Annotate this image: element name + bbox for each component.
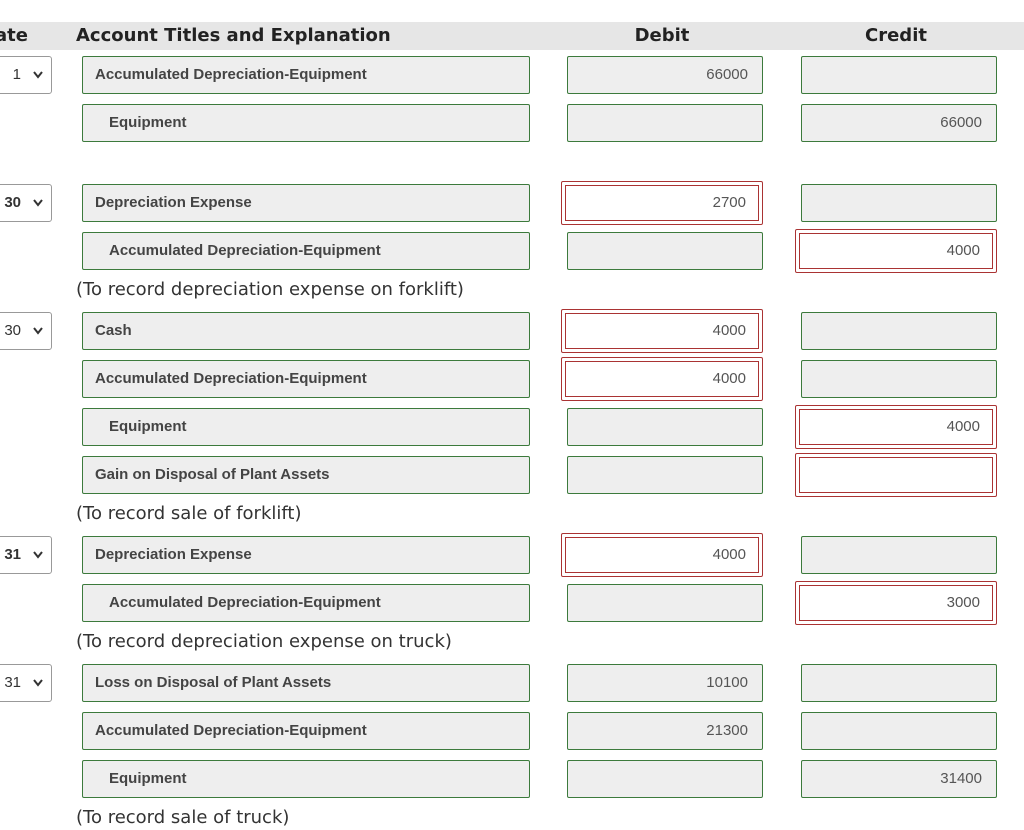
account-input[interactable]: Cash <box>82 312 530 350</box>
account-input[interactable]: Depreciation Expense <box>82 184 530 222</box>
account-input[interactable]: Accumulated Depreciation-Equipment <box>82 232 530 270</box>
chevron <box>33 679 43 687</box>
account-input[interactable]: Accumulated Depreciation-Equipment <box>82 584 530 622</box>
explanation: (To record depreciation expense on forkl… <box>76 279 464 300</box>
account-input[interactable]: Equipment <box>82 760 530 798</box>
debit-input[interactable]: 4000 <box>561 357 763 401</box>
credit-input[interactable]: 66000 <box>801 104 997 142</box>
date-select[interactable]: 1 <box>0 56 52 94</box>
debit-input[interactable] <box>567 584 763 622</box>
explanation: (To record depreciation expense on truck… <box>76 631 452 652</box>
credit-input[interactable]: 4000 <box>795 405 997 449</box>
credit-input[interactable]: 3000 <box>795 581 997 625</box>
credit-input[interactable] <box>795 453 997 497</box>
date-header: Date <box>0 25 28 46</box>
explanation: (To record sale of forklift) <box>76 503 302 524</box>
date-value: 30 <box>4 194 21 211</box>
credit-header: Credit <box>865 25 927 46</box>
date-value: 31 <box>4 546 21 563</box>
page: Date Account Titles and Explanation Debi… <box>0 22 1024 828</box>
debit-input[interactable]: 4000 <box>561 533 763 577</box>
account-input[interactable]: Depreciation Expense <box>82 536 530 574</box>
debit-input[interactable] <box>567 408 763 446</box>
debit-input[interactable] <box>567 104 763 142</box>
credit-input[interactable] <box>801 664 997 702</box>
account-input[interactable]: Accumulated Depreciation-Equipment <box>82 56 530 94</box>
credit-input[interactable] <box>801 360 997 398</box>
debit-input[interactable]: 66000 <box>567 56 763 94</box>
header-bar <box>0 22 1024 50</box>
debit-input[interactable]: 21300 <box>567 712 763 750</box>
account-input[interactable]: Accumulated Depreciation-Equipment <box>82 712 530 750</box>
date-select[interactable]: 30 <box>0 312 52 350</box>
date-value: 1 <box>12 66 21 83</box>
date-value: 31 <box>4 674 21 691</box>
account-input[interactable]: Equipment <box>82 408 530 446</box>
debit-input[interactable]: 4000 <box>561 309 763 353</box>
chevron <box>33 327 43 335</box>
explanation: (To record sale of truck) <box>76 807 290 828</box>
debit-header: Debit <box>634 25 690 46</box>
credit-input[interactable] <box>801 536 997 574</box>
date-select[interactable]: 30 <box>0 184 52 222</box>
account-input[interactable]: Equipment <box>82 104 530 142</box>
chevron <box>33 551 43 559</box>
credit-input[interactable] <box>801 56 997 94</box>
debit-input[interactable] <box>567 456 763 494</box>
credit-input[interactable] <box>801 312 997 350</box>
date-select[interactable]: 31 <box>0 664 52 702</box>
date-select[interactable]: 31 <box>0 536 52 574</box>
credit-input[interactable]: 4000 <box>795 229 997 273</box>
account-input[interactable]: Loss on Disposal of Plant Assets <box>82 664 530 702</box>
chevron <box>33 199 43 207</box>
credit-input[interactable]: 31400 <box>801 760 997 798</box>
account-input[interactable]: Gain on Disposal of Plant Assets <box>82 456 530 494</box>
credit-input[interactable] <box>801 712 997 750</box>
date-value: 30 <box>4 322 21 339</box>
credit-input[interactable] <box>801 184 997 222</box>
chevron <box>33 71 43 79</box>
account-header: Account Titles and Explanation <box>76 25 391 46</box>
debit-input[interactable]: 2700 <box>561 181 763 225</box>
debit-input[interactable] <box>567 232 763 270</box>
debit-input[interactable]: 10100 <box>567 664 763 702</box>
account-input[interactable]: Accumulated Depreciation-Equipment <box>82 360 530 398</box>
debit-input[interactable] <box>567 760 763 798</box>
